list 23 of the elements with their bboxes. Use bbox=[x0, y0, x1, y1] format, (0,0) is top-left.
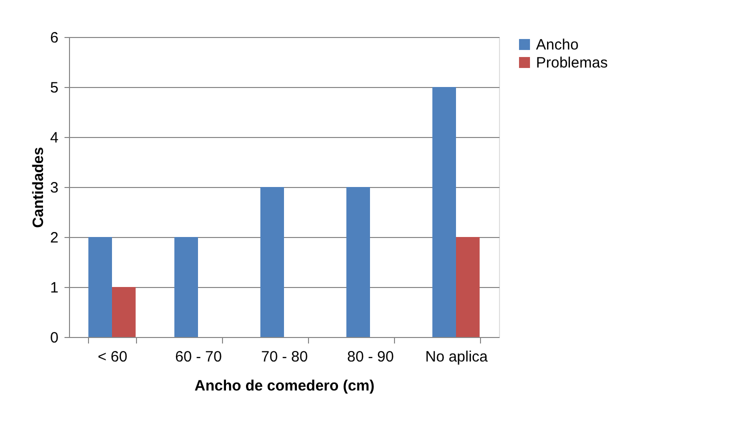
x-tick-label: 80 - 90 bbox=[347, 348, 394, 366]
legend-label: Ancho bbox=[536, 36, 579, 54]
y-axis-title: Cantidades bbox=[30, 147, 48, 228]
y-tick-label: 2 bbox=[50, 230, 58, 246]
y-tick-label: 3 bbox=[50, 180, 58, 196]
x-tick-label: 70 - 80 bbox=[261, 348, 308, 366]
x-tick-label: 60 - 70 bbox=[175, 348, 222, 366]
x-tick-label: No aplica bbox=[425, 348, 488, 366]
legend-label: Problemas bbox=[536, 54, 608, 72]
y-tick-label: 0 bbox=[50, 330, 58, 346]
y-tick-label: 5 bbox=[50, 80, 58, 96]
bar bbox=[174, 237, 198, 337]
x-tick-label: < 60 bbox=[98, 348, 128, 366]
bar bbox=[112, 287, 136, 337]
bar bbox=[456, 237, 480, 337]
x-axis-title: Ancho de comedero (cm) bbox=[194, 378, 375, 394]
bar bbox=[260, 187, 284, 337]
bar bbox=[346, 187, 370, 337]
bar bbox=[432, 87, 456, 337]
bar bbox=[88, 237, 112, 337]
y-tick-label: 6 bbox=[50, 30, 58, 46]
y-tick-label: 4 bbox=[50, 130, 58, 146]
y-tick-label: 1 bbox=[50, 280, 58, 296]
